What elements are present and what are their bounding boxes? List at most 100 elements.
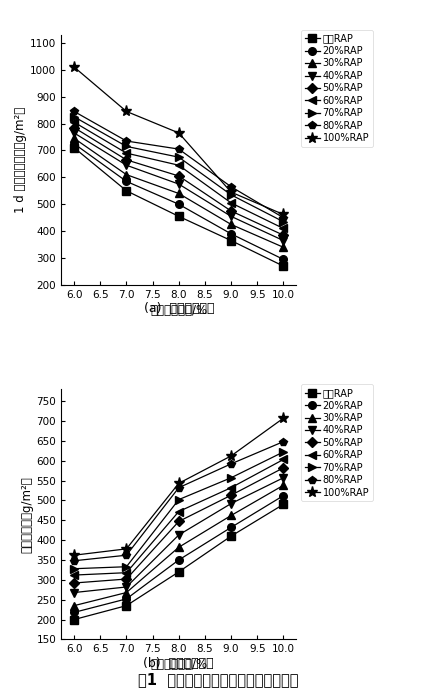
未掺RAP bbox=[228, 532, 234, 540]
100%RAP bbox=[228, 188, 234, 196]
Line: 60%RAP: 60%RAP bbox=[70, 456, 287, 579]
80%RAP bbox=[72, 557, 77, 565]
未掺RAP bbox=[124, 601, 129, 610]
40%RAP bbox=[72, 589, 77, 597]
40%RAP bbox=[228, 500, 234, 508]
100%RAP bbox=[124, 107, 129, 115]
80%RAP bbox=[124, 551, 129, 559]
Line: 50%RAP: 50%RAP bbox=[70, 124, 287, 239]
Line: 100%RAP: 100%RAP bbox=[68, 413, 289, 561]
Line: 未掺RAP: 未掺RAP bbox=[70, 144, 287, 270]
80%RAP bbox=[281, 213, 286, 222]
Line: 20%RAP: 20%RAP bbox=[70, 140, 287, 263]
40%RAP bbox=[281, 236, 286, 245]
80%RAP bbox=[124, 137, 129, 145]
未掺RAP bbox=[228, 236, 234, 245]
100%RAP bbox=[124, 545, 129, 553]
未掺RAP bbox=[176, 568, 181, 576]
60%RAP bbox=[281, 455, 286, 464]
20%RAP bbox=[228, 229, 234, 238]
70%RAP bbox=[228, 190, 234, 199]
70%RAP bbox=[176, 153, 181, 161]
50%RAP bbox=[176, 172, 181, 180]
50%RAP bbox=[72, 124, 77, 132]
30%RAP bbox=[176, 543, 181, 551]
80%RAP bbox=[228, 183, 234, 191]
60%RAP bbox=[124, 149, 129, 157]
80%RAP bbox=[281, 437, 286, 445]
70%RAP bbox=[176, 496, 181, 504]
50%RAP bbox=[228, 491, 234, 500]
Line: 40%RAP: 40%RAP bbox=[70, 474, 287, 596]
70%RAP bbox=[281, 218, 286, 226]
40%RAP bbox=[281, 473, 286, 482]
60%RAP bbox=[72, 118, 77, 126]
X-axis label: 乳化氥青用量/%: 乳化氥青用量/% bbox=[150, 658, 208, 671]
80%RAP bbox=[72, 107, 77, 115]
20%RAP bbox=[228, 523, 234, 532]
30%RAP bbox=[72, 601, 77, 610]
Line: 80%RAP: 80%RAP bbox=[70, 108, 287, 222]
未掺RAP bbox=[72, 144, 77, 152]
100%RAP bbox=[72, 551, 77, 559]
20%RAP bbox=[281, 491, 286, 500]
70%RAP bbox=[72, 113, 77, 121]
Line: 20%RAP: 20%RAP bbox=[70, 492, 287, 616]
60%RAP bbox=[228, 199, 234, 207]
50%RAP bbox=[72, 579, 77, 587]
30%RAP bbox=[281, 243, 286, 252]
30%RAP bbox=[124, 589, 129, 597]
50%RAP bbox=[228, 207, 234, 215]
40%RAP bbox=[228, 212, 234, 220]
Legend: 未掺RAP, 20%RAP, 30%RAP, 40%RAP, 50%RAP, 60%RAP, 70%RAP, 80%RAP, 100%RAP: 未掺RAP, 20%RAP, 30%RAP, 40%RAP, 50%RAP, 6… bbox=[301, 30, 373, 147]
50%RAP bbox=[124, 575, 129, 583]
Line: 未掺RAP: 未掺RAP bbox=[70, 500, 287, 623]
未掺RAP bbox=[176, 212, 181, 220]
70%RAP bbox=[124, 142, 129, 151]
50%RAP bbox=[124, 156, 129, 164]
50%RAP bbox=[176, 517, 181, 525]
未掺RAP bbox=[124, 187, 129, 195]
30%RAP bbox=[228, 512, 234, 520]
40%RAP bbox=[72, 129, 77, 137]
Y-axis label: 1 d 湿轮磨耗値／（g/m²）: 1 d 湿轮磨耗値／（g/m²） bbox=[14, 107, 27, 213]
70%RAP bbox=[228, 473, 234, 482]
30%RAP bbox=[281, 481, 286, 489]
80%RAP bbox=[176, 145, 181, 154]
20%RAP bbox=[176, 200, 181, 208]
Text: 图1  湿轮磨耗试验与粘附沙量试验结果: 图1 湿轮磨耗试验与粘附沙量试验结果 bbox=[138, 671, 298, 687]
30%RAP bbox=[228, 220, 234, 229]
60%RAP bbox=[281, 224, 286, 233]
30%RAP bbox=[176, 189, 181, 197]
20%RAP bbox=[176, 556, 181, 564]
Text: (b)  粘附沙量试验: (b) 粘附沙量试验 bbox=[143, 657, 214, 670]
70%RAP bbox=[72, 564, 77, 573]
20%RAP bbox=[72, 608, 77, 616]
未掺RAP bbox=[72, 615, 77, 623]
100%RAP bbox=[176, 129, 181, 137]
50%RAP bbox=[281, 464, 286, 472]
80%RAP bbox=[228, 459, 234, 468]
20%RAP bbox=[72, 140, 77, 148]
40%RAP bbox=[176, 531, 181, 539]
Line: 100%RAP: 100%RAP bbox=[68, 61, 289, 220]
60%RAP bbox=[176, 507, 181, 516]
Line: 80%RAP: 80%RAP bbox=[70, 438, 287, 564]
Y-axis label: 粘附沙量／（g/m²）: 粘附沙量／（g/m²） bbox=[20, 476, 34, 553]
80%RAP bbox=[176, 484, 181, 492]
未掺RAP bbox=[281, 500, 286, 509]
100%RAP bbox=[281, 211, 286, 219]
70%RAP bbox=[124, 562, 129, 571]
40%RAP bbox=[176, 180, 181, 188]
40%RAP bbox=[124, 583, 129, 591]
X-axis label: 乳化氥青用量/%: 乳化氥青用量/% bbox=[150, 304, 208, 317]
Line: 30%RAP: 30%RAP bbox=[70, 135, 287, 251]
100%RAP bbox=[281, 414, 286, 423]
Line: 70%RAP: 70%RAP bbox=[70, 448, 287, 573]
Line: 30%RAP: 30%RAP bbox=[70, 482, 287, 610]
60%RAP bbox=[176, 161, 181, 170]
Text: (a)  湿轮磨耗试验: (a) 湿轮磨耗试验 bbox=[143, 302, 214, 316]
未掺RAP bbox=[281, 262, 286, 270]
30%RAP bbox=[72, 134, 77, 142]
Legend: 未掺RAP, 20%RAP, 30%RAP, 40%RAP, 50%RAP, 60%RAP, 70%RAP, 80%RAP, 100%RAP: 未掺RAP, 20%RAP, 30%RAP, 40%RAP, 50%RAP, 6… bbox=[301, 384, 373, 501]
